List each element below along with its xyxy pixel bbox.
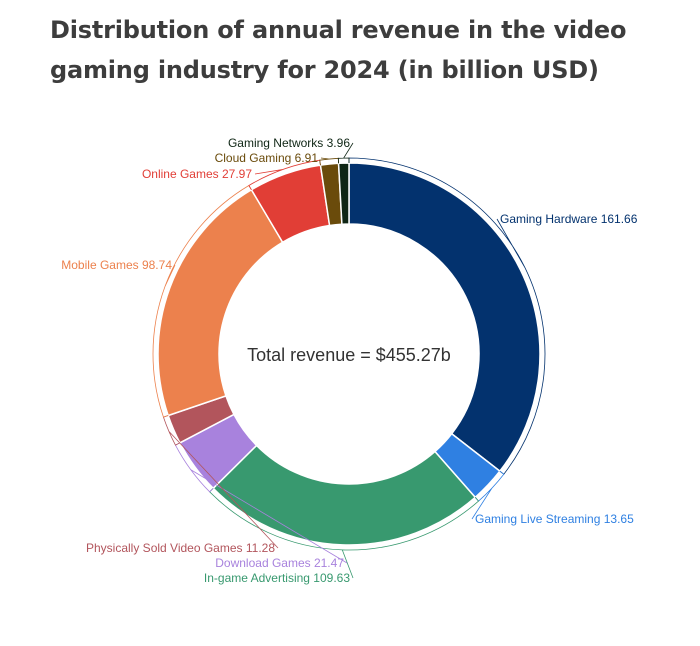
slice-label-gaming-live-streaming: Gaming Live Streaming 13.65 [475,512,634,526]
slice-label-gaming-hardware: Gaming Hardware 161.66 [500,212,638,226]
slice-label-physically-sold-video-games: Physically Sold Video Games 11.28 [86,541,275,555]
slice-gaming-hardware[interactable] [348,162,541,473]
total-revenue-label: Total revenue = $455.27b [247,345,451,365]
chart-title: Distribution of annual revenue in the vi… [50,16,627,84]
leader-line-gaming-hardware [348,157,546,475]
leader-line-mobile-games [152,184,252,418]
slice-label-gaming-networks: Gaming Networks 3.96 [228,136,350,150]
slice-gaming-networks[interactable] [337,162,350,225]
slice-label-in-game-advertising: In-game Advertising 109.63 [204,571,350,585]
slice-label-download-games: Download Games 21.47 [215,556,344,570]
slice-label-online-games: Online Games 27.97 [142,167,252,181]
slice-mobile-games[interactable] [157,188,284,417]
slice-label-cloud-gaming: Cloud Gaming 6.91 [215,151,319,165]
slice-label-mobile-games: Mobile Games 98.74 [61,258,172,272]
slice-in-game-advertising[interactable] [212,444,477,546]
leader-line-gaming-networks [337,142,354,164]
leader-line-in-game-advertising [209,488,480,579]
